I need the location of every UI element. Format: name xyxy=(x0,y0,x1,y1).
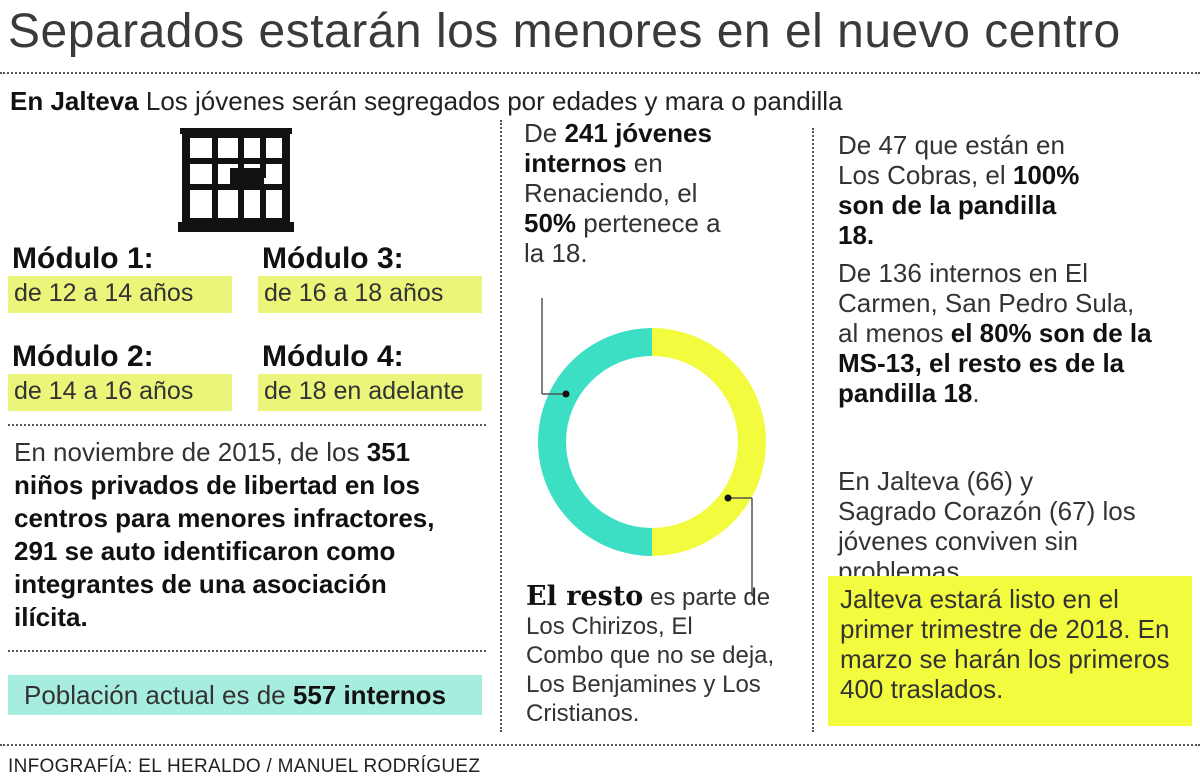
subtitle: En Jalteva Los jóvenes serán segregados … xyxy=(10,86,843,117)
carmen-bold: el 80% son de la MS-13, el resto es de l… xyxy=(838,318,1152,408)
carmen-text: De 136 internos en El Carmen, San Pedro … xyxy=(838,258,1158,408)
module-1-label: Módulo 1: xyxy=(12,242,154,275)
november-paragraph: En noviembre de 2015, de los 351 niños p… xyxy=(14,436,444,634)
footer-divider xyxy=(0,744,1200,746)
module-1-range: de 12 a 14 años xyxy=(8,276,232,313)
renaciendo-percent: 50% xyxy=(524,208,577,238)
renaciendo-text: De 241 jóvenes internos en Renaciendo, e… xyxy=(524,118,724,268)
jail-building-icon xyxy=(178,128,294,232)
carmen-lead: De 136 internos en El Carmen, San Pedro … xyxy=(838,258,1135,348)
module-3-label: Módulo 3: xyxy=(262,242,404,275)
column-divider-2 xyxy=(812,128,814,732)
page-title: Separados estarán los menores en el nuev… xyxy=(8,5,1121,58)
credit-line: INFOGRAFÍA: EL HERALDO / MANUEL RODRÍGUE… xyxy=(8,756,481,777)
cobras-text: De 47 que están en Los Cobras, el 100% s… xyxy=(838,130,1098,250)
rest-text: El resto es parte de Los Chirizos, El Co… xyxy=(526,582,776,728)
leader-dot-left xyxy=(562,390,570,398)
column-divider-1 xyxy=(500,120,502,732)
rest-body: es parte de Los Chirizos, El Combo que n… xyxy=(526,584,775,727)
subtitle-bold: En Jalteva xyxy=(10,86,139,116)
renaciendo-end: pertenece a la 18. xyxy=(524,208,721,268)
jalteva-ready-text: Jalteva estará listo en el primer trimes… xyxy=(840,584,1170,704)
renaciendo-mid: en Renaciendo, el xyxy=(524,148,698,208)
donut-slice-la-18 xyxy=(652,328,766,556)
renaciendo-count: 241 jóvenes internos xyxy=(524,118,712,178)
jalteva-text: En Jalteva (66) y Sagrado Corazón (67) l… xyxy=(838,466,1136,586)
november-lead: En noviembre de 2015, de los xyxy=(14,437,360,467)
module-4-label: Módulo 4: xyxy=(262,340,404,373)
population-box: Población actual es de 557 internos xyxy=(8,675,482,715)
rest-bold: El resto xyxy=(526,581,644,612)
cobras-lead: De 47 que están en Los Cobras, el xyxy=(838,130,1065,190)
subtitle-text: Los jóvenes serán segregados por edades … xyxy=(138,86,843,116)
carmen-end: . xyxy=(972,378,980,408)
cobras-bold: 100% son de la pandilla 18. xyxy=(838,160,1080,250)
module-3-range: de 16 a 18 años xyxy=(258,276,482,313)
title-divider xyxy=(0,72,1200,74)
module-2-label: Módulo 2: xyxy=(12,340,154,373)
population-bold: 557 internos xyxy=(292,680,447,710)
renaciendo-lead: De xyxy=(524,118,565,148)
population-lead: Población actual es de xyxy=(24,680,293,710)
jalteva-ready-box: Jalteva estará listo en el primer trimes… xyxy=(828,576,1192,726)
module-4-range: de 18 en adelante xyxy=(258,374,482,411)
leader-dot-right xyxy=(724,494,732,502)
november-bold: 351 niños privados de libertad en los ce… xyxy=(14,437,435,632)
donut-chart xyxy=(538,298,766,596)
donut-slices xyxy=(538,328,766,556)
module-2-range: de 14 a 16 años xyxy=(8,374,232,411)
left-divider-2 xyxy=(8,650,486,652)
donut-slice-el-resto xyxy=(538,328,652,556)
left-divider-1 xyxy=(8,424,486,426)
